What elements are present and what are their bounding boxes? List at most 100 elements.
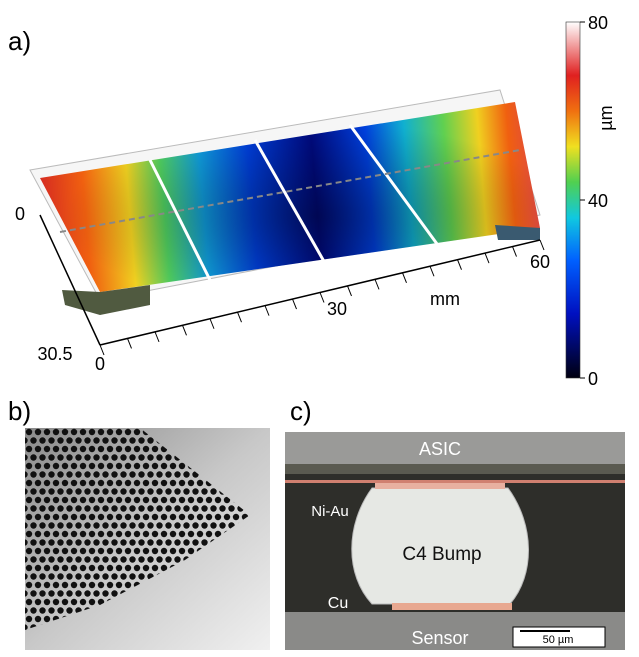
bump-dot bbox=[210, 488, 216, 494]
bump-dot bbox=[201, 488, 207, 494]
axis-tick bbox=[183, 325, 187, 335]
bump-dot bbox=[30, 607, 36, 613]
figure: a) 0 30.5 0 30 60 mm 04080 µm b) c) ASIC… bbox=[0, 0, 639, 652]
bump-dot bbox=[120, 556, 126, 562]
bump-dot bbox=[48, 437, 54, 443]
bump-dot bbox=[39, 454, 45, 460]
bump-dot bbox=[66, 607, 72, 613]
bump-dot bbox=[93, 539, 99, 545]
bump-dot bbox=[215, 514, 221, 520]
bump-dot bbox=[210, 505, 216, 511]
bump-dot bbox=[71, 514, 77, 520]
bump-dot bbox=[197, 531, 203, 537]
bump-dot bbox=[44, 514, 50, 520]
bump-dot bbox=[98, 497, 104, 503]
bump-dot bbox=[219, 522, 225, 528]
bump-dot bbox=[183, 522, 189, 528]
bump-dot bbox=[62, 548, 68, 554]
bump-dot bbox=[273, 454, 279, 460]
bump-dot bbox=[152, 497, 158, 503]
bump-dot bbox=[278, 480, 284, 486]
bump-dot bbox=[66, 488, 72, 494]
bump-dot bbox=[44, 463, 50, 469]
x-tick-label: 30 bbox=[327, 299, 347, 319]
bump-dot bbox=[107, 446, 113, 452]
depth-tick-label: 0 bbox=[15, 204, 25, 224]
bump-dot bbox=[17, 531, 23, 537]
bump-dot bbox=[102, 573, 108, 579]
bump-dot bbox=[278, 548, 284, 554]
bump-dot bbox=[26, 616, 32, 622]
bump-dot bbox=[80, 599, 86, 605]
bump-dot bbox=[273, 556, 279, 562]
bump-dot bbox=[120, 488, 126, 494]
bump-dot bbox=[80, 531, 86, 537]
bump-dot bbox=[152, 446, 158, 452]
bump-dot bbox=[80, 582, 86, 588]
bump-dot bbox=[219, 505, 225, 511]
bump-dot bbox=[188, 497, 194, 503]
bump-dot bbox=[161, 480, 167, 486]
bump-dot bbox=[62, 497, 68, 503]
bump-dot bbox=[53, 514, 59, 520]
bump-dot bbox=[17, 565, 23, 571]
bump-dot bbox=[120, 437, 126, 443]
bump-dot bbox=[80, 463, 86, 469]
bump-dot bbox=[125, 480, 131, 486]
bump-dot bbox=[161, 463, 167, 469]
bump-dot bbox=[21, 488, 27, 494]
bump-dot bbox=[147, 471, 153, 477]
x-tick-label: 0 bbox=[95, 354, 105, 374]
bump-dot bbox=[273, 522, 279, 528]
bump-dot bbox=[107, 429, 113, 435]
bump-dot bbox=[116, 548, 122, 554]
bump-dot bbox=[152, 514, 158, 520]
bump-dot bbox=[17, 548, 23, 554]
bump-dot bbox=[116, 582, 122, 588]
bump-dot bbox=[48, 454, 54, 460]
bump-dot bbox=[107, 565, 113, 571]
bump-dot bbox=[71, 582, 77, 588]
bump-dot bbox=[89, 497, 95, 503]
axis-tick bbox=[540, 240, 544, 250]
bump-dot bbox=[75, 556, 81, 562]
bump-dot bbox=[21, 437, 27, 443]
axis-tick bbox=[265, 306, 269, 316]
bump-dot bbox=[84, 556, 90, 562]
bump-dot bbox=[116, 497, 122, 503]
bump-dot bbox=[120, 454, 126, 460]
bump-dot bbox=[75, 539, 81, 545]
colorbar-tick-label: 40 bbox=[588, 191, 608, 211]
bump-dot bbox=[84, 437, 90, 443]
bump-dot bbox=[62, 599, 68, 605]
bump-dot bbox=[134, 565, 140, 571]
colorbar-tick-label: 80 bbox=[588, 13, 608, 33]
bump-dot bbox=[107, 548, 113, 554]
bump-dot bbox=[143, 548, 149, 554]
bump-dot bbox=[75, 488, 81, 494]
bump-dot bbox=[30, 573, 36, 579]
axis-tick bbox=[403, 273, 407, 283]
bump-dot bbox=[215, 497, 221, 503]
bump-dot bbox=[21, 607, 27, 613]
bump-dot bbox=[26, 531, 32, 537]
bump-dot bbox=[138, 522, 144, 528]
bump-dot bbox=[129, 437, 135, 443]
bump-dot bbox=[170, 531, 176, 537]
bump-dot bbox=[165, 471, 171, 477]
bump-dot bbox=[39, 471, 45, 477]
bump-dot bbox=[66, 437, 72, 443]
bump-dot bbox=[134, 446, 140, 452]
bump-dot bbox=[53, 446, 59, 452]
bump-dot bbox=[116, 429, 122, 435]
bump-dot bbox=[125, 531, 131, 537]
bump-dot bbox=[26, 548, 32, 554]
bump-dot bbox=[21, 590, 27, 596]
bump-dot bbox=[107, 531, 113, 537]
bump-dot bbox=[35, 480, 41, 486]
bump-dot bbox=[179, 514, 185, 520]
bump-dot bbox=[116, 463, 122, 469]
bump-dot bbox=[147, 539, 153, 545]
bump-dot bbox=[111, 590, 117, 596]
bump-dot bbox=[192, 539, 198, 545]
